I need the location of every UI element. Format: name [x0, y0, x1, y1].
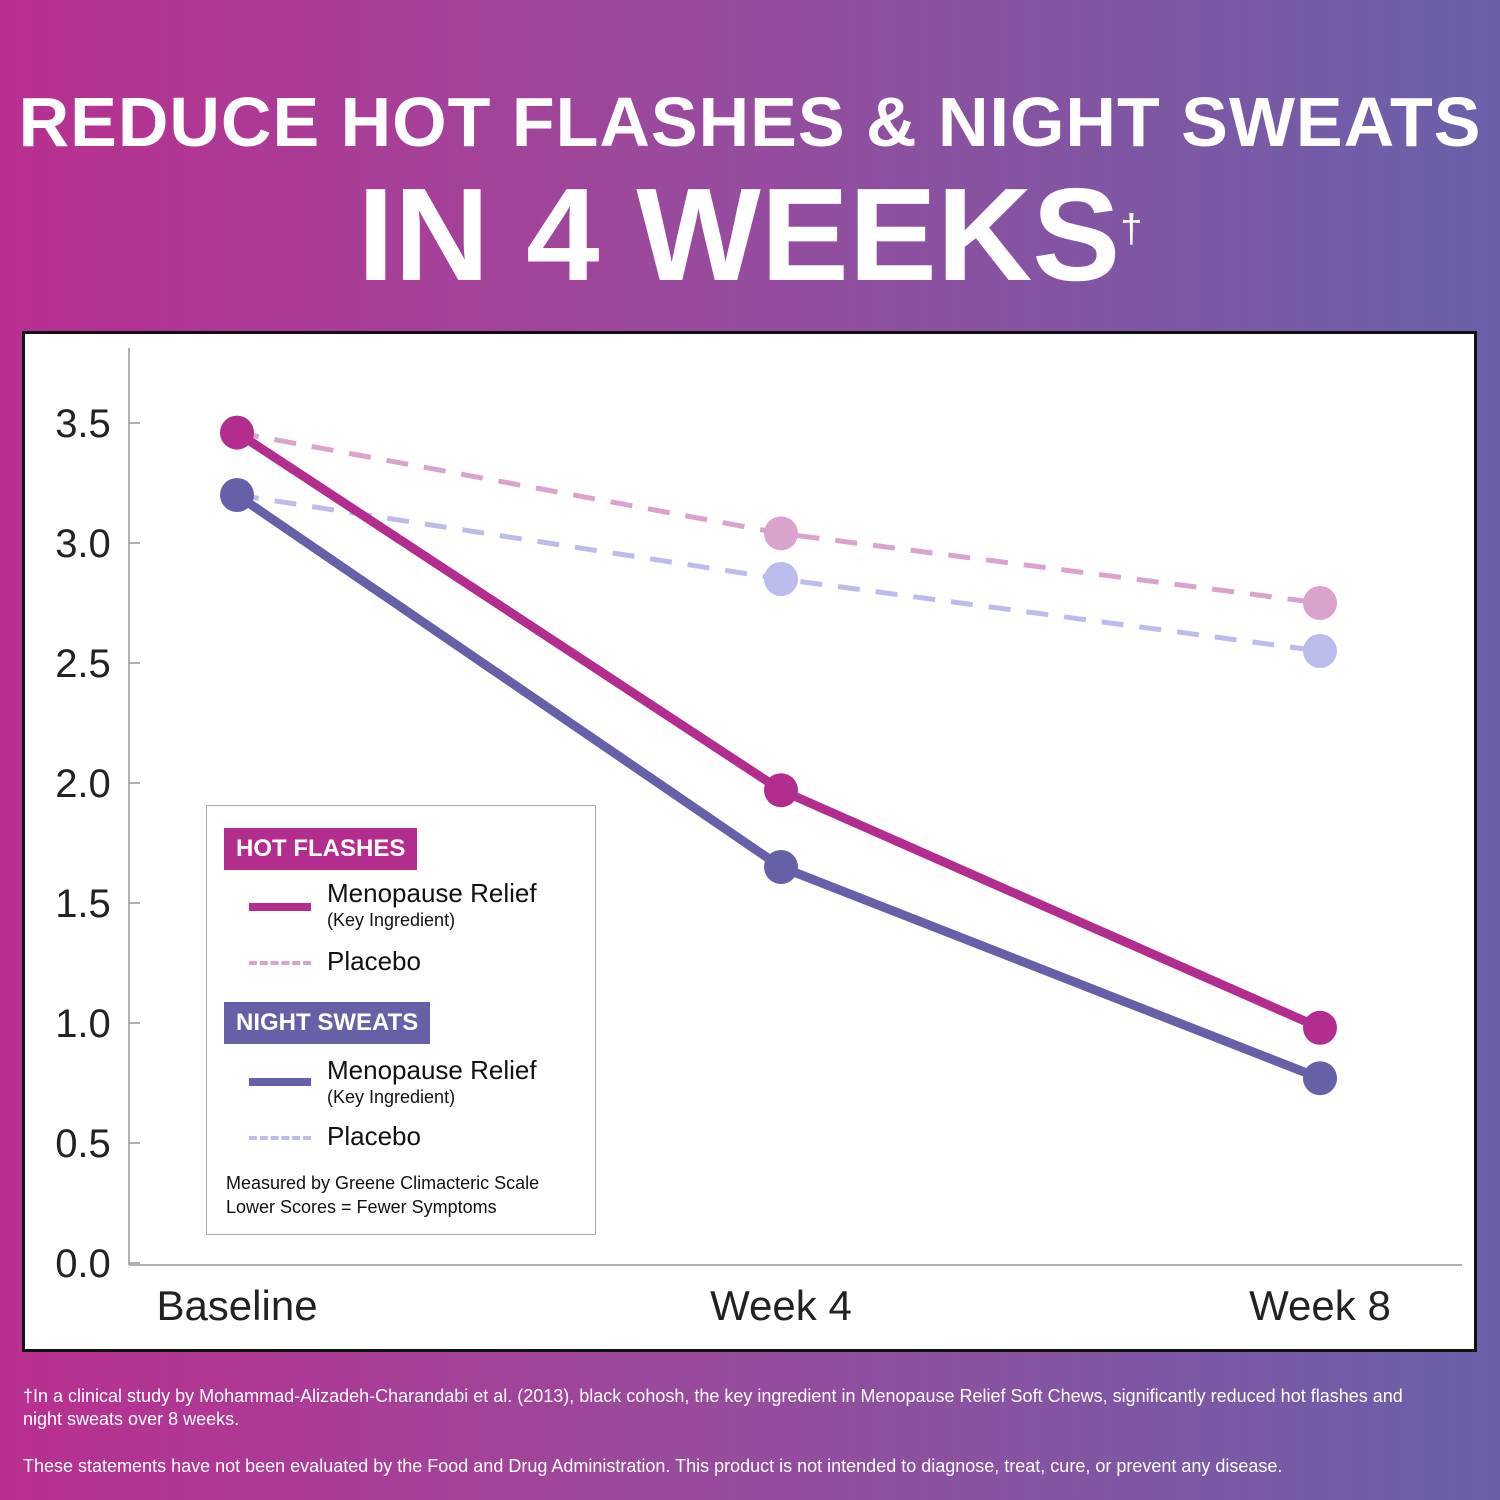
data-point: [764, 562, 798, 596]
data-point: [764, 850, 798, 884]
legend-night-sweats-badge: NIGHT SWEATS: [224, 1002, 431, 1044]
legend-hf-relief-sub: (Key Ingredient): [327, 910, 456, 930]
data-point: [1303, 1061, 1337, 1096]
y-tick-label: 3.5: [55, 402, 111, 446]
data-point: [1303, 634, 1337, 668]
legend-hf-placebo-swatch: [249, 961, 311, 965]
legend-ns-relief-swatch: [249, 1078, 311, 1086]
x-tick-label: Baseline: [156, 1282, 317, 1329]
legend-ns-placebo-label: Placebo: [327, 1121, 421, 1151]
data-point: [764, 773, 798, 808]
data-point: [220, 415, 254, 450]
y-tick-label: 1.5: [55, 882, 111, 926]
y-tick-label: 0.5: [55, 1122, 111, 1166]
footnote-fda: These statements have not been evaluated…: [23, 1456, 1283, 1476]
data-point: [1303, 586, 1337, 620]
x-tick-label: Week 4: [710, 1282, 852, 1329]
legend-hf-relief-label: Menopause Relief: [327, 878, 537, 908]
y-tick-label: 0.0: [55, 1242, 111, 1286]
y-tick-label: 3.0: [55, 522, 111, 566]
data-point: [764, 516, 798, 551]
title-main: IN 4 WEEKS: [357, 161, 1121, 308]
title-line-2: IN 4 WEEKS†: [0, 165, 1500, 305]
legend-note-scale: Measured by Greene Climacteric Scale: [226, 1173, 540, 1193]
legend-note-lower: Lower Scores = Fewer Symptoms: [226, 1197, 497, 1217]
dagger: †: [1120, 207, 1143, 251]
legend-ns-relief-sub: (Key Ingredient): [327, 1087, 456, 1107]
legend-hf-relief-swatch: [249, 903, 311, 911]
legend: HOT FLASHES Menopause Relief (Key Ingred…: [206, 805, 596, 1235]
footnote-study: †In a clinical study by Mohammad-Alizade…: [23, 1386, 1403, 1429]
y-tick-label: 1.0: [55, 1002, 111, 1046]
data-point: [1303, 1010, 1337, 1045]
legend-hot-flashes-badge: HOT FLASHES: [224, 828, 418, 870]
y-tick-label: 2.5: [55, 642, 111, 686]
title-line-1: REDUCE HOT FLASHES & NIGHT SWEATS: [18, 83, 1482, 161]
data-point: [220, 478, 254, 512]
legend-ns-placebo-swatch: [249, 1136, 311, 1140]
legend-ns-relief-label: Menopause Relief: [327, 1055, 537, 1085]
x-tick-label: Week 8: [1249, 1282, 1391, 1329]
y-tick-label: 2.0: [55, 762, 111, 806]
legend-hf-placebo-label: Placebo: [327, 946, 421, 976]
